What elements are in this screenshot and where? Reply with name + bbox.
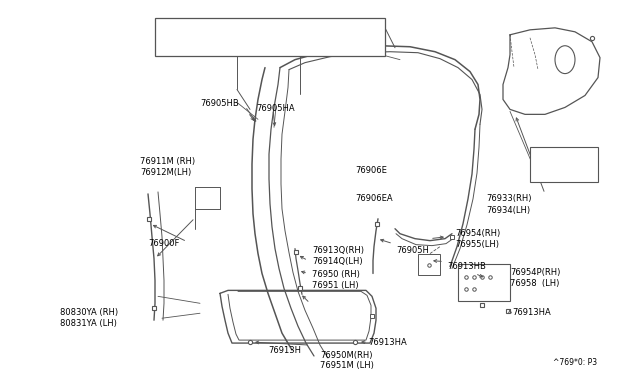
Text: 76951M (LH): 76951M (LH) xyxy=(320,361,374,370)
Text: 76906EA: 76906EA xyxy=(533,149,568,158)
Text: 76911M (RH): 76911M (RH) xyxy=(140,157,195,166)
Text: 76950 (RH): 76950 (RH) xyxy=(312,270,360,279)
Bar xyxy=(458,263,510,301)
Text: 76958  (LH): 76958 (LH) xyxy=(510,279,559,288)
Text: 76905HA: 76905HA xyxy=(256,105,294,113)
Text: J 76913P(RH): J 76913P(RH) xyxy=(240,20,291,29)
Text: 76900F: 76900F xyxy=(148,239,179,248)
Text: 76912M(LH): 76912M(LH) xyxy=(140,168,191,177)
Text: 76914Q(LH): 76914Q(LH) xyxy=(312,257,363,266)
Text: 76934(LH): 76934(LH) xyxy=(486,206,530,215)
Text: 76913HA: 76913HA xyxy=(368,338,407,347)
Text: B0831YB(LH): B0831YB(LH) xyxy=(303,38,353,47)
Text: 76906E: 76906E xyxy=(355,166,387,175)
Text: 76906E: 76906E xyxy=(533,162,562,171)
Text: B0830YB(RH): B0830YB(RH) xyxy=(303,20,355,29)
Bar xyxy=(155,18,385,56)
Text: J 76914P(LH): J 76914P(LH) xyxy=(240,38,289,47)
Text: 76913HA: 76913HA xyxy=(512,308,551,317)
Bar xyxy=(418,254,440,275)
Text: 76906EA: 76906EA xyxy=(355,194,392,203)
Text: 76951 (LH): 76951 (LH) xyxy=(312,282,358,291)
Text: 76954P(RH): 76954P(RH) xyxy=(510,269,561,278)
Text: 76905H: 76905H xyxy=(396,246,429,254)
Text: 80831YA (LH): 80831YA (LH) xyxy=(60,319,117,328)
Text: 76954(RH): 76954(RH) xyxy=(455,229,500,238)
Text: USA[0893-: USA[0893- xyxy=(158,38,199,47)
Text: ^769*0: P3: ^769*0: P3 xyxy=(553,358,597,367)
Text: 76955(LH): 76955(LH) xyxy=(455,240,499,248)
Text: 76913Q(RH): 76913Q(RH) xyxy=(312,246,364,254)
Text: CAN[0692-: CAN[0692- xyxy=(158,20,200,29)
Text: 80830YA (RH): 80830YA (RH) xyxy=(60,308,118,317)
Text: 76913H: 76913H xyxy=(268,346,301,355)
Text: 76933(RH): 76933(RH) xyxy=(486,194,531,203)
Text: 76913HB: 76913HB xyxy=(447,262,486,270)
Text: 76950M(RH): 76950M(RH) xyxy=(320,351,372,360)
Bar xyxy=(530,147,598,182)
Text: 76905HB: 76905HB xyxy=(200,99,239,109)
